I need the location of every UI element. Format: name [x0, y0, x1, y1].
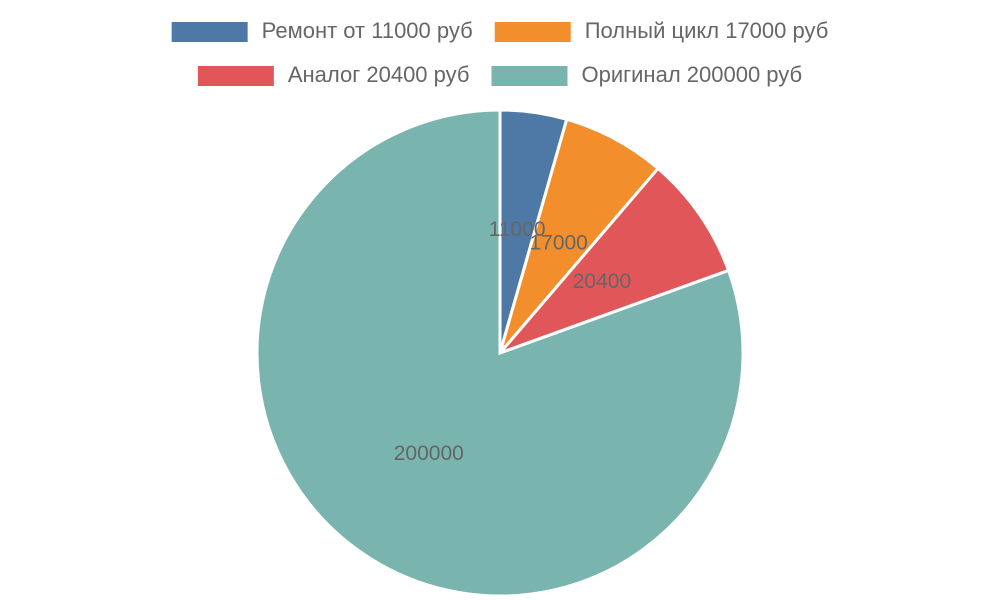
- legend-label: Аналог 20400 руб: [288, 62, 470, 87]
- pie-slice: [255, 108, 745, 598]
- data-label: 200000: [394, 442, 464, 465]
- legend-swatch: [491, 66, 568, 86]
- legend-swatch: [494, 22, 571, 42]
- legend-swatch: [197, 66, 274, 86]
- legend-label: Ремонт от 11000 руб: [262, 18, 473, 43]
- legend-item: Полный цикл 17000 руб: [494, 18, 829, 43]
- legend-label: Оригинал 200000 руб: [581, 62, 802, 87]
- data-label: 17000: [529, 231, 587, 254]
- legend-item: Аналог 20400 руб: [197, 62, 470, 87]
- legend-item: Ремонт от 11000 руб: [171, 18, 473, 43]
- legend-item: Оригинал 200000 руб: [491, 62, 802, 87]
- data-label: 20400: [573, 270, 631, 293]
- pie-slice: [498, 117, 661, 354]
- legend-label: Полный цикл 17000 руб: [585, 18, 829, 43]
- pie-slice: [495, 166, 731, 357]
- legend-swatch: [171, 22, 248, 42]
- data-label: 11000: [489, 218, 546, 241]
